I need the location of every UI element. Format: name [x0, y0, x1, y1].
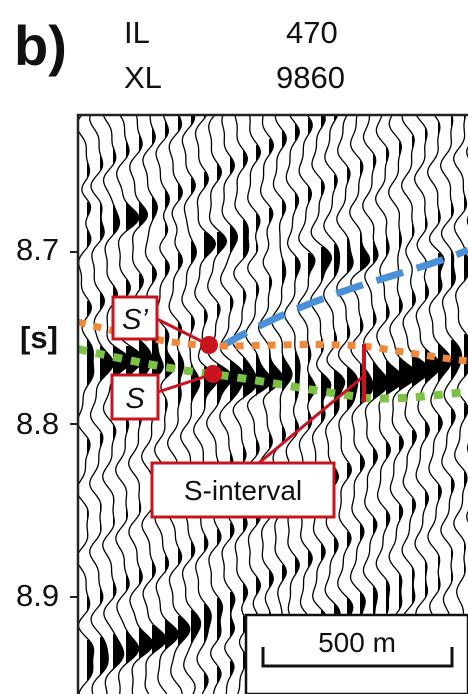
trace-wiggle	[245, 115, 272, 694]
s-pick-point	[204, 365, 222, 383]
trace-wiggle	[323, 115, 346, 694]
trace-wiggle	[401, 115, 431, 694]
trace-wiggle	[439, 115, 463, 694]
trace-fill	[243, 151, 258, 673]
trace-fill	[230, 157, 245, 679]
trace-wiggle	[89, 115, 114, 694]
trace-fill	[282, 130, 292, 652]
trace-wiggle	[167, 115, 191, 694]
s-label: S	[125, 383, 145, 415]
time-tick-label-8-7: 8.7	[16, 232, 60, 267]
trace-wiggle	[257, 115, 284, 694]
time-axis-ticks	[70, 251, 78, 598]
trace-wiggle	[206, 115, 233, 694]
trace-wiggle	[154, 115, 180, 694]
scale-bar: 500 m	[244, 613, 468, 694]
section-frame	[76, 113, 468, 694]
trace-wiggle	[284, 115, 301, 694]
trace-fill	[217, 163, 233, 685]
trace-wiggle	[349, 115, 374, 694]
green-horizon-line	[78, 345, 468, 403]
trace-wiggle	[192, 115, 219, 694]
trace-fill	[438, 121, 452, 658]
trace-wiggle	[179, 115, 202, 694]
s-interval-callout: S-interval	[150, 461, 336, 519]
time-unit-label: [s]	[20, 320, 58, 355]
trace-wiggle	[388, 115, 418, 694]
trace-wiggle	[336, 115, 359, 694]
time-tick-label-8-9: 8.9	[16, 578, 60, 613]
s-interval-label: S-interval	[184, 475, 302, 506]
trace-wiggle	[219, 115, 245, 694]
trace-wiggle	[78, 115, 95, 694]
blue-horizon-line	[220, 246, 468, 350]
trace-fill	[204, 115, 218, 691]
s-prime-leader-line	[154, 316, 210, 347]
trace-wiggle	[453, 115, 468, 694]
scale-bar-label: 500 m	[318, 627, 396, 658]
inline-value: 470	[286, 15, 338, 50]
trace-wiggle	[309, 115, 333, 694]
trace-wiggle	[426, 115, 452, 694]
inline-key: IL	[124, 15, 150, 50]
s-prime-callout: S’	[111, 295, 159, 341]
trace-wiggle	[296, 115, 316, 694]
s-callout: S	[110, 373, 160, 421]
crossline-key: XL	[124, 60, 162, 95]
seismic-traces	[78, 115, 468, 694]
s-interval-leader-line	[247, 374, 365, 474]
time-tick-label-8-8: 8.8	[16, 406, 60, 441]
trace-wiggle	[362, 115, 390, 694]
s-prime-pick-point	[200, 336, 218, 354]
crossline-value: 9860	[276, 60, 345, 95]
trace-wiggle	[232, 115, 259, 694]
s-leader-line	[157, 372, 214, 394]
trace-wiggle	[374, 115, 405, 694]
s-prime-label: S’	[122, 304, 148, 336]
trace-fill	[360, 160, 373, 679]
panel-letter: b)	[14, 14, 67, 77]
trace-wiggle	[102, 115, 132, 694]
trace-wiggle	[413, 115, 442, 694]
trace-wiggle	[271, 115, 293, 694]
